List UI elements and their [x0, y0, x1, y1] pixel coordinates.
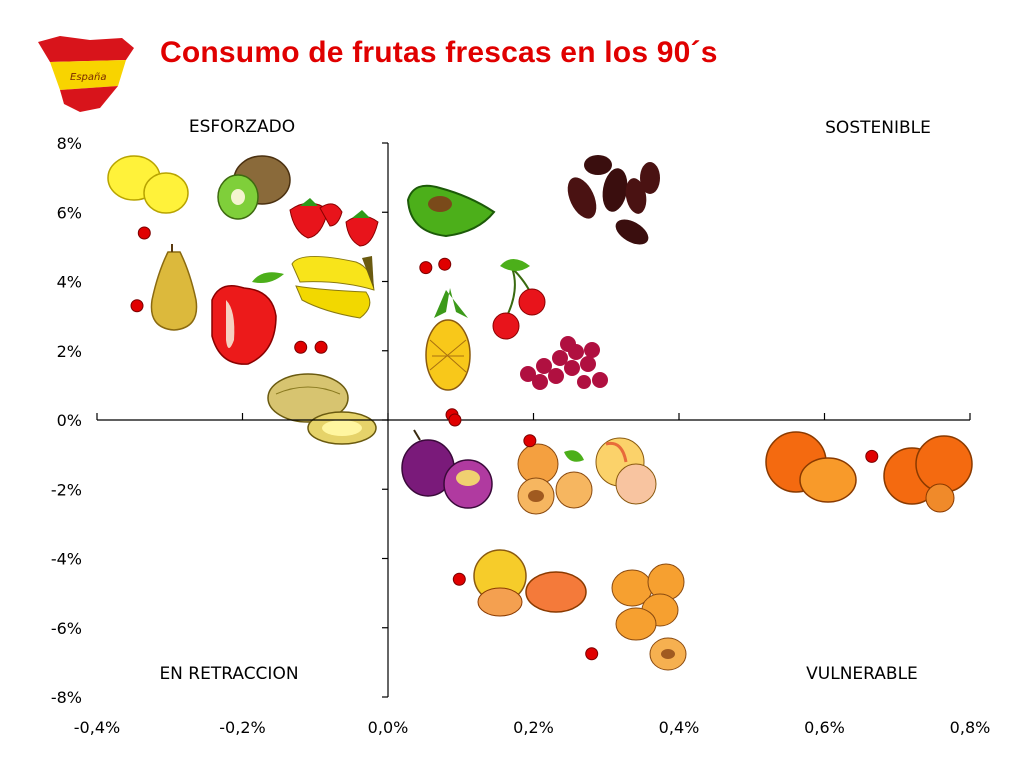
data-point: [294, 340, 308, 354]
cherry-icon: [492, 259, 546, 340]
flag-red-top: [38, 36, 134, 62]
tick-labels: 8% 6% 4% 2% 0% -2% -4% -6% -8% -0,4% -0,2% 0,0% 0,2%…: [51, 134, 990, 737]
slide-title: Consumo de frutas frescas en los 90´s: [160, 36, 718, 69]
y-tick-label: -6%: [51, 619, 82, 638]
banana-icon: [291, 255, 375, 319]
data-point: [585, 647, 599, 661]
y-tick-label: 6%: [57, 203, 82, 222]
quadrant-label-bottom-right: VULNERABLE: [806, 664, 918, 684]
x-tick-label: 0,0%: [368, 718, 409, 737]
fruit-illustrations: [107, 155, 973, 671]
kiwi-icon: [217, 155, 291, 220]
quadrant-label-bottom-left: EN RETRACCION: [159, 664, 298, 684]
quadrant-label-top-right: SOSTENIBLE: [825, 118, 931, 138]
data-points: [130, 226, 879, 661]
y-tick-label: 0%: [57, 411, 82, 430]
peach-icon: [595, 437, 657, 505]
data-point: [314, 340, 328, 354]
data-point: [448, 413, 462, 427]
pear-icon: [150, 244, 198, 331]
quadrant-labels: ESFORZADO SOSTENIBLE EN RETRACCION VULNERAB…: [159, 117, 930, 684]
avocado-icon: [406, 184, 496, 238]
strawberry-icon: [289, 198, 379, 247]
melon-icon: [267, 373, 377, 445]
grapes-icon: [520, 336, 608, 390]
pineapple-icon: [425, 288, 471, 391]
x-tick-label: -0,2%: [219, 718, 265, 737]
chart-axes: [96, 142, 971, 698]
dates-icon: [567, 155, 660, 245]
x-tick-label: 0,2%: [513, 718, 554, 737]
data-point: [137, 226, 151, 240]
quadrant-label-top-left: ESFORZADO: [189, 117, 295, 137]
data-point: [452, 572, 466, 586]
y-tick-label: 2%: [57, 342, 82, 361]
data-point: [130, 299, 144, 313]
data-point: [523, 434, 537, 448]
data-point: [419, 261, 433, 275]
y-tick-label: 8%: [57, 134, 82, 153]
apple-icon: [211, 272, 284, 365]
y-tick-label: 4%: [57, 273, 82, 292]
spain-flag-logo: España: [38, 36, 134, 112]
apricot-icon: [517, 443, 593, 515]
data-point: [865, 449, 879, 463]
y-tick-label: -8%: [51, 688, 82, 707]
plum-icon: [401, 429, 493, 509]
lemon-icon: [107, 155, 189, 214]
x-tick-label: 0,8%: [950, 718, 991, 737]
y-tick-label: -4%: [51, 550, 82, 569]
y-tick-label: -2%: [51, 480, 82, 499]
x-tick-label: 0,6%: [804, 718, 845, 737]
x-tick-label: -0,4%: [74, 718, 120, 737]
grapefruit-icon: [473, 549, 587, 617]
x-tick-label: 0,4%: [659, 718, 700, 737]
flag-red-bottom: [60, 86, 118, 112]
orange-icon: [765, 431, 973, 513]
data-point: [438, 257, 452, 271]
loquat-icon: [611, 563, 687, 671]
flag-yellow-band: [50, 60, 126, 90]
flag-text: España: [70, 72, 106, 83]
